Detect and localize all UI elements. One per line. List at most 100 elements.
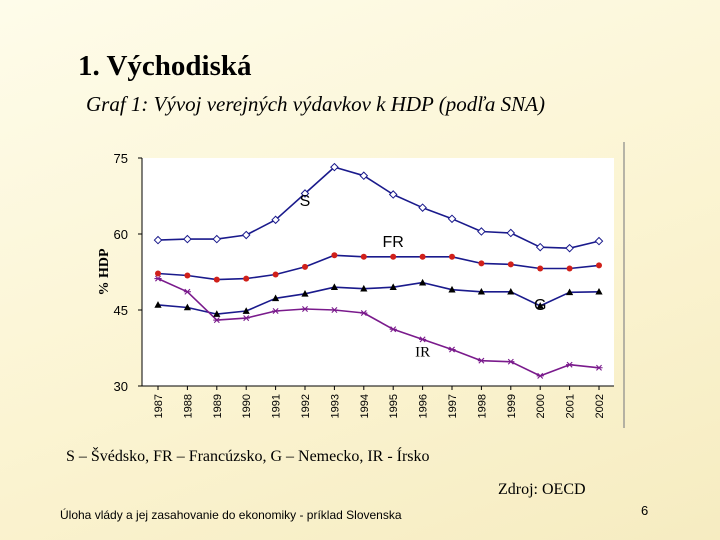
x-tick-label: 1999 xyxy=(506,394,518,418)
x-tick-label: 1989 xyxy=(212,394,224,418)
data-point-fr xyxy=(478,260,485,267)
chart-caption: Graf 1: Vývoj verejných výdavkov k HDP (… xyxy=(86,92,545,116)
series-label-ir: IR xyxy=(415,345,430,361)
plot-area xyxy=(142,158,614,386)
x-tick-label: 1995 xyxy=(388,394,400,418)
data-point-g xyxy=(183,303,191,311)
data-point-s xyxy=(330,162,339,172)
data-point-g xyxy=(595,287,603,295)
data-point-s xyxy=(359,171,369,181)
data-point-g xyxy=(477,287,485,295)
y-axis-label: % HDP xyxy=(97,248,112,296)
data-point-ir xyxy=(154,275,162,282)
x-tick-label: 1988 xyxy=(182,394,194,418)
data-point-fr xyxy=(360,253,367,260)
slide-title: 1. Východiská xyxy=(78,50,252,82)
data-point-fr xyxy=(155,270,161,277)
data-point-fr xyxy=(243,275,250,282)
data-point-s xyxy=(271,215,280,225)
data-point-fr xyxy=(390,253,397,260)
data-point-g xyxy=(389,283,397,290)
y-tick-label: 45 xyxy=(114,303,128,318)
data-point-g xyxy=(536,302,544,309)
data-point-fr xyxy=(537,265,544,272)
data-point-ir xyxy=(389,326,397,333)
data-point-s xyxy=(447,214,457,224)
series-label-fr: FR xyxy=(383,234,404,251)
footer-text: Úloha vlády a jej zasahovanie do ekonomi… xyxy=(60,508,402,522)
data-point-s xyxy=(535,242,545,252)
data-point-g xyxy=(272,294,280,302)
data-point-ir xyxy=(536,372,544,379)
x-tick-label: 2000 xyxy=(535,394,547,418)
data-point-fr xyxy=(184,272,191,279)
page-number: 6 xyxy=(641,503,649,518)
series-line-s xyxy=(157,166,600,249)
x-tick-label: 1987 xyxy=(153,394,165,418)
data-point-ir xyxy=(242,315,250,322)
data-point-g xyxy=(507,287,515,295)
data-point-s xyxy=(594,236,604,246)
data-point-ir xyxy=(477,357,485,364)
series-line-g xyxy=(157,281,600,315)
data-point-g xyxy=(419,278,427,286)
data-point-fr xyxy=(566,265,573,272)
data-point-ir xyxy=(213,317,221,324)
data-point-fr xyxy=(272,271,279,278)
data-point-fr xyxy=(507,261,514,268)
data-point-ir xyxy=(360,310,368,317)
series-label-s: S xyxy=(300,193,311,210)
x-tick-label: 1994 xyxy=(359,394,371,418)
data-point-ir xyxy=(448,346,456,353)
data-point-g xyxy=(242,307,250,314)
data-point-g xyxy=(154,301,162,308)
data-point-ir xyxy=(507,358,515,365)
data-point-fr xyxy=(596,262,602,269)
x-tick-label: 1996 xyxy=(418,394,430,418)
x-tick-label: 1998 xyxy=(476,394,488,418)
data-point-ir xyxy=(330,307,338,313)
data-point-ir xyxy=(419,336,427,343)
data-point-g xyxy=(301,289,309,297)
data-point-s xyxy=(153,235,163,245)
data-point-fr xyxy=(213,276,220,283)
series-label-g: G xyxy=(534,297,546,314)
data-point-fr xyxy=(302,263,308,270)
data-point-fr xyxy=(331,252,338,259)
data-point-s xyxy=(477,227,486,236)
data-point-g xyxy=(448,285,456,293)
y-tick-label: 60 xyxy=(114,227,128,242)
data-point-g xyxy=(213,310,221,317)
data-point-ir xyxy=(566,361,574,368)
x-tick-label: 1992 xyxy=(300,394,312,418)
series-legend-text: S – Švédsko, FR – Francúzsko, G – Nemeck… xyxy=(66,448,430,465)
x-tick-label: 1990 xyxy=(241,394,253,418)
data-point-s xyxy=(300,189,310,198)
data-point-ir xyxy=(301,306,309,312)
data-point-s xyxy=(212,234,222,244)
x-tick-label: 1993 xyxy=(329,394,341,418)
y-tick-label: 75 xyxy=(114,151,128,166)
series-line-ir xyxy=(157,277,600,377)
data-point-g xyxy=(566,288,574,296)
data-point-s xyxy=(506,228,516,238)
data-point-s xyxy=(241,230,251,240)
y-tick-label: 30 xyxy=(114,379,128,394)
data-point-s xyxy=(388,190,398,199)
data-point-fr xyxy=(449,253,455,260)
source-note: Zdroj: OECD xyxy=(498,481,586,498)
data-point-fr xyxy=(419,253,426,260)
data-point-ir xyxy=(183,288,191,295)
data-point-s xyxy=(565,243,574,253)
x-tick-label: 2002 xyxy=(594,394,606,418)
x-tick-label: 1997 xyxy=(447,394,459,418)
data-point-g xyxy=(360,284,368,292)
data-point-s xyxy=(183,234,192,244)
data-point-ir xyxy=(272,308,280,314)
x-tick-label: 1991 xyxy=(271,394,283,418)
data-point-s xyxy=(418,203,427,212)
data-point-ir xyxy=(595,364,603,371)
x-tick-label: 2001 xyxy=(565,394,577,418)
data-point-g xyxy=(330,283,338,290)
